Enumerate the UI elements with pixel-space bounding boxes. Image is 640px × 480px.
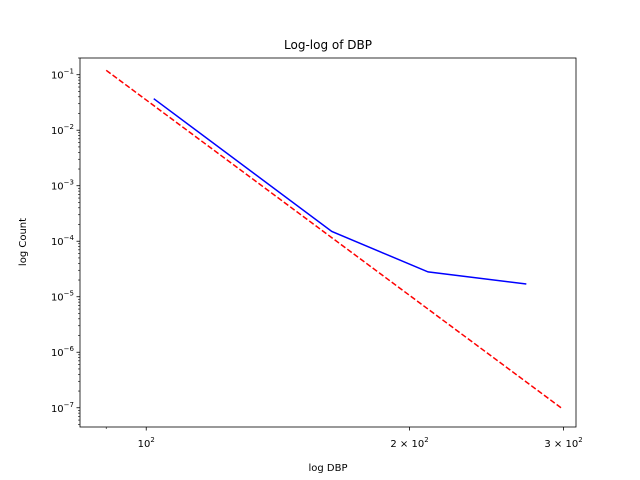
y-tick-label: 10−4 [51,234,75,248]
series-layer [105,69,562,409]
y-tick-label: 10−7 [51,401,74,415]
y-axis: 10−7 10−6 10−5 10−4 10−3 10−2 10−1 [51,57,80,425]
series-line-1 [105,69,562,409]
series-line-0 [153,98,527,285]
x-tick-label: 3 × 102 [544,436,582,450]
y-tick-label: 10−2 [51,123,74,137]
x-tick-label: 102 [138,436,155,450]
x-tick-label: 2 × 102 [390,436,428,450]
chart-title: Log-log of DBP [284,38,372,52]
y-tick-label: 10−3 [51,179,74,193]
y-tick-label: 10−6 [51,345,75,359]
x-axis: 102 2 × 102 3 × 102 [105,427,583,450]
y-tick-label: 10−5 [51,290,74,304]
y-tick-label: 10−1 [51,68,74,82]
x-axis-label: log DBP [308,463,347,474]
y-axis-label: log Count [18,218,29,266]
plot-frame [79,57,577,428]
